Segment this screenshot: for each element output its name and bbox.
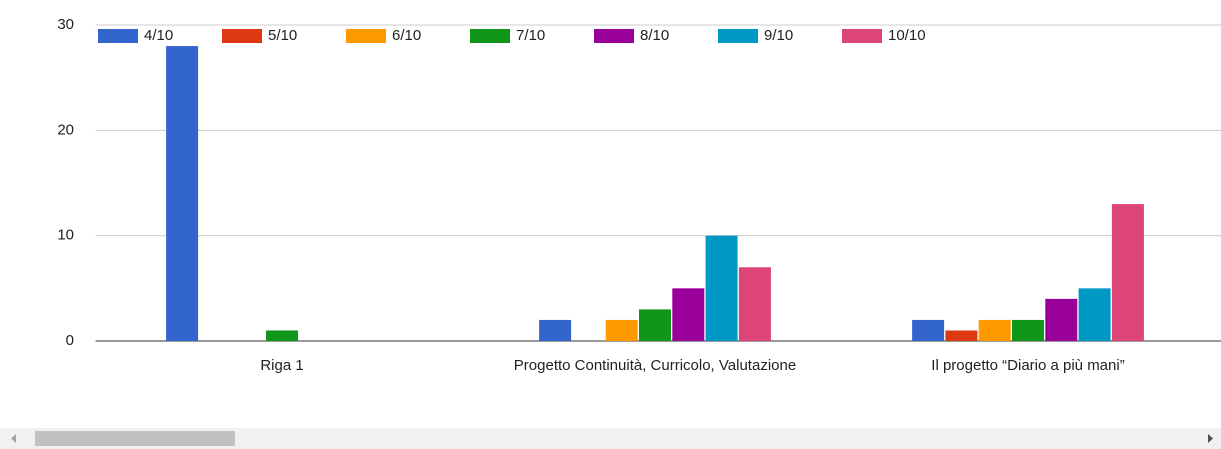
bar bbox=[266, 330, 298, 341]
scroll-right-arrow[interactable] bbox=[1208, 434, 1213, 443]
scroll-left-arrow[interactable] bbox=[11, 434, 16, 443]
legend-label: 6/10 bbox=[392, 27, 421, 44]
legend-label: 10/10 bbox=[888, 27, 926, 44]
bar bbox=[912, 319, 945, 341]
y-tick-label: 20 bbox=[57, 121, 74, 138]
x-tick-label: Il progetto “Diario a più mani” bbox=[931, 357, 1124, 374]
legend-label: 7/10 bbox=[516, 27, 545, 44]
bar bbox=[945, 330, 978, 341]
legend-swatch bbox=[98, 29, 138, 43]
scrollbar[interactable] bbox=[0, 428, 1221, 449]
legend-label: 4/10 bbox=[144, 27, 173, 44]
bar bbox=[539, 319, 572, 341]
legend-label: 5/10 bbox=[268, 27, 297, 44]
bar bbox=[1012, 319, 1044, 341]
legend-label: 8/10 bbox=[640, 27, 669, 44]
bar bbox=[639, 309, 671, 341]
x-tick-label: Riga 1 bbox=[260, 357, 303, 374]
y-tick-label: 0 bbox=[66, 332, 74, 349]
y-tick-label: 30 bbox=[57, 16, 74, 33]
legend-swatch bbox=[842, 29, 882, 43]
y-tick-label: 10 bbox=[57, 227, 74, 244]
bar bbox=[605, 319, 638, 341]
bar bbox=[705, 235, 738, 341]
bar bbox=[738, 267, 771, 341]
bar bbox=[978, 319, 1011, 341]
legend-swatch bbox=[470, 29, 510, 43]
bar bbox=[672, 288, 705, 341]
bar bbox=[1078, 288, 1111, 341]
scroll-track bbox=[0, 428, 1221, 449]
legend-swatch bbox=[346, 29, 386, 43]
scroll-thumb[interactable] bbox=[35, 431, 235, 446]
x-tick-label: Progetto Continuità, Curricolo, Valutazi… bbox=[514, 357, 796, 374]
legend-label: 9/10 bbox=[764, 27, 793, 44]
bar bbox=[1045, 298, 1078, 341]
legend-swatch bbox=[718, 29, 758, 43]
bar bbox=[166, 46, 199, 342]
legend-swatch bbox=[594, 29, 634, 43]
bar bbox=[1111, 204, 1144, 341]
legend-swatch bbox=[222, 29, 262, 43]
